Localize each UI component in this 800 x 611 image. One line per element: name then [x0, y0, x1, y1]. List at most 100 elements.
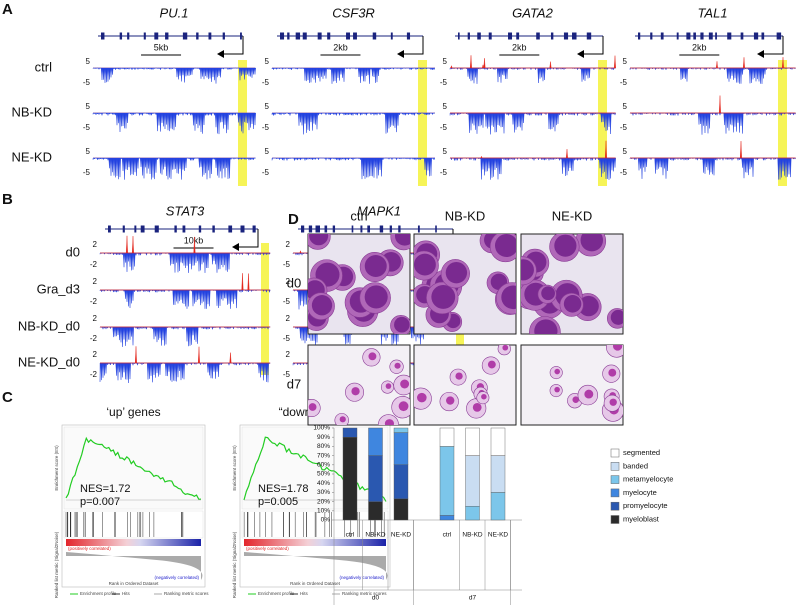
axis-label: 5 — [623, 147, 628, 156]
exon — [379, 225, 384, 233]
legend-text: promyelocyte — [623, 501, 668, 510]
nucleus — [384, 419, 394, 425]
scale-label: 2kb — [692, 42, 707, 52]
exon — [143, 32, 146, 40]
nucleus — [580, 234, 604, 252]
axis-label: 2 — [93, 277, 98, 286]
pos-label: (positively correlated) — [68, 546, 111, 551]
nucleus — [608, 368, 617, 377]
axis-label: -5 — [620, 78, 628, 87]
row-label: NE-KD_d0 — [18, 354, 80, 369]
exon — [693, 32, 696, 40]
nucleus — [394, 316, 410, 333]
axis-label: -5 — [283, 260, 291, 269]
axis-label: 2 — [286, 240, 291, 249]
track-signal — [271, 112, 435, 135]
nucleus — [414, 253, 436, 276]
row-label: NE-KD — [12, 149, 52, 164]
y-axis-label: Ranked list metric (Signal2Noise) — [232, 531, 237, 598]
tss-arrow — [400, 36, 424, 55]
highlight — [261, 243, 269, 375]
y-tick-label: 40% — [317, 480, 330, 487]
nucleus — [554, 368, 560, 375]
exon — [154, 32, 159, 40]
y-tick-label: 60% — [317, 462, 330, 469]
legend-text: Enrichment profile — [80, 591, 117, 596]
nucleus — [308, 403, 317, 411]
scale-label: 2kb — [512, 42, 527, 52]
p-value: p=0.007 — [80, 496, 120, 508]
exon — [488, 32, 492, 40]
y-tick-label: 10% — [317, 508, 330, 515]
exon — [389, 225, 392, 233]
axis-label: 5 — [265, 102, 270, 111]
exon — [406, 32, 411, 40]
nucleus — [584, 389, 594, 399]
track-signal — [99, 289, 271, 309]
bar-segment — [465, 427, 480, 456]
legend-text: Hits — [122, 591, 130, 596]
y-tick-label: 100% — [313, 425, 330, 432]
axis-label: 5 — [86, 102, 91, 111]
exon — [212, 225, 215, 233]
nes: NES=1.78 — [258, 483, 308, 495]
bar-segment — [393, 427, 409, 433]
exon — [208, 32, 212, 40]
metric-area — [66, 552, 203, 580]
cells — [414, 234, 516, 332]
plot-title: ‘up’ genes — [106, 405, 160, 419]
y-tick-label: 0% — [321, 517, 331, 524]
axis-label: 5 — [623, 57, 628, 66]
y-axis-label: Enrichment score (ES) — [232, 445, 237, 491]
track-peaks — [100, 273, 271, 291]
nucleus — [446, 396, 455, 405]
nes: NES=1.72 — [80, 483, 130, 495]
nucleus — [487, 360, 496, 369]
bar-segment — [368, 427, 383, 456]
y-tick-label: 80% — [317, 443, 330, 450]
bar-segment — [393, 432, 409, 466]
axis-label: -5 — [262, 123, 270, 132]
rank-bar — [66, 539, 201, 546]
track-signal — [92, 112, 256, 135]
legend-text: banded — [623, 461, 648, 470]
exon — [776, 32, 782, 40]
axis-label: -5 — [283, 370, 291, 379]
y-axis-label: Enrichment score (ES) — [54, 445, 59, 491]
axis-label: -5 — [262, 168, 270, 177]
exon — [715, 32, 717, 40]
nucleus — [578, 295, 599, 317]
nucleus — [572, 396, 580, 403]
exon — [372, 32, 377, 40]
exon — [586, 32, 592, 40]
nucleus — [609, 398, 617, 406]
exon — [700, 32, 704, 40]
exon — [327, 32, 331, 40]
exon — [638, 32, 641, 40]
nucleus — [400, 379, 410, 389]
arrow-head — [757, 50, 764, 58]
exon — [240, 225, 245, 233]
exon — [351, 225, 354, 233]
tss-arrow — [235, 229, 259, 248]
exon — [686, 32, 691, 40]
nucleus — [501, 285, 516, 310]
axis-label: 5 — [86, 147, 91, 156]
panel-letter: A — [2, 1, 13, 18]
exon — [182, 225, 186, 233]
legend-swatch — [610, 448, 620, 458]
nucleus — [521, 259, 534, 281]
exon — [196, 32, 199, 40]
axis-label: -5 — [440, 78, 448, 87]
track-peaks — [100, 235, 271, 254]
track-signal — [449, 157, 616, 180]
axis-label: 2 — [286, 277, 291, 286]
nucleus — [431, 285, 456, 309]
nucleus — [339, 416, 346, 423]
p-value: p=0.005 — [258, 496, 298, 508]
track-peaks — [630, 141, 796, 159]
enrichment-curve — [243, 436, 387, 502]
exon — [390, 32, 393, 40]
x-tick-label: NB-KD — [365, 532, 386, 539]
